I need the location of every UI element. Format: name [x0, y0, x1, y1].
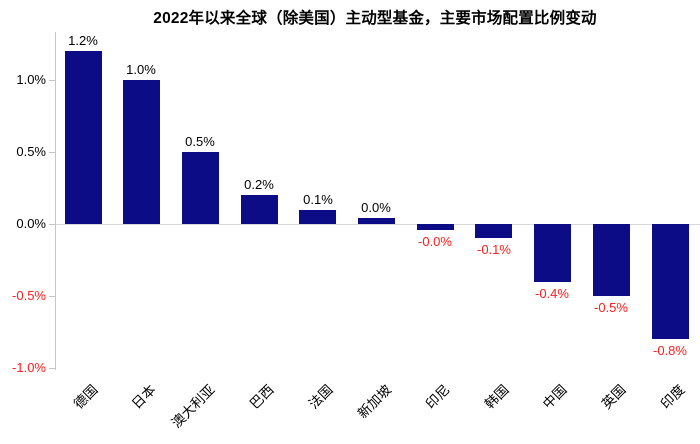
x-axis-category-label: 印尼 [422, 382, 453, 412]
value-label: 0.5% [185, 134, 215, 149]
bar [299, 210, 336, 224]
bar [593, 224, 630, 296]
x-axis-category-label: 中国 [539, 382, 570, 412]
y-axis-tick-label: 1.0% [16, 72, 46, 87]
chart-title: 2022年以来全球（除美国）主动型基金，主要市场配置比例变动 [153, 10, 597, 27]
y-axis-tick [49, 368, 55, 369]
value-label: -0.1% [477, 242, 511, 257]
value-label: 0.1% [303, 192, 333, 207]
bar [182, 152, 219, 224]
y-axis-tick-label: 0.5% [16, 144, 46, 159]
x-axis-category-label: 澳大利亚 [168, 382, 218, 431]
bar [475, 224, 512, 238]
value-label: 1.0% [126, 62, 156, 77]
x-axis-category-label: 法国 [305, 382, 336, 412]
bar [241, 195, 278, 224]
value-label: 0.2% [244, 177, 274, 192]
value-label: 0.0% [361, 200, 391, 215]
bar [123, 80, 160, 224]
bar [652, 224, 689, 339]
y-axis-tick [49, 296, 55, 297]
y-axis-tick [49, 80, 55, 81]
y-axis-tick-label: 0.0% [16, 216, 46, 231]
value-label: 1.2% [68, 33, 98, 48]
y-axis-tick [49, 224, 55, 225]
x-axis-category-label: 新加坡 [354, 382, 394, 422]
bar [65, 51, 102, 224]
bar [358, 218, 395, 224]
value-label: -0.0% [418, 234, 452, 249]
value-label: -0.8% [653, 343, 687, 358]
x-axis-category-label: 巴西 [246, 382, 277, 412]
x-axis-category-label: 德国 [70, 382, 101, 412]
y-axis-line [55, 32, 56, 370]
y-axis-tick [49, 152, 55, 153]
bar [417, 224, 454, 230]
x-axis-category-label: 韩国 [481, 382, 512, 412]
zero-gridline [55, 224, 700, 225]
y-axis-tick-label: -1.0% [12, 360, 46, 375]
bar [534, 224, 571, 282]
x-axis-category-label: 印度 [657, 382, 688, 412]
value-label: -0.4% [535, 286, 569, 301]
value-label: -0.5% [594, 300, 628, 315]
x-axis-category-label: 日本 [128, 382, 159, 412]
x-axis-category-label: 英国 [598, 382, 629, 412]
y-axis-tick-label: -0.5% [12, 288, 46, 303]
